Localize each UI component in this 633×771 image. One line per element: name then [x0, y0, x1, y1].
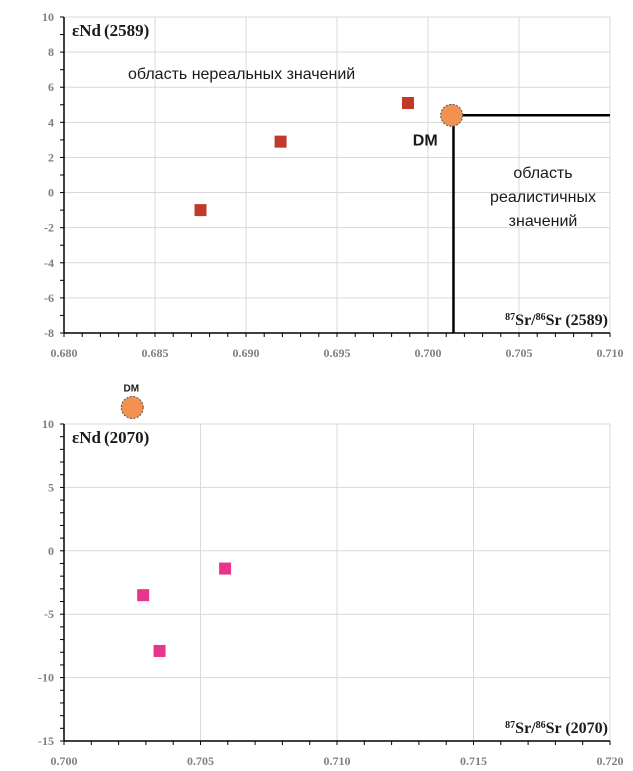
- data-point: [194, 204, 207, 217]
- x-tick-label: 0.715: [460, 754, 487, 768]
- dm-label: DM: [123, 384, 139, 395]
- y-tick-label: -5: [44, 607, 54, 621]
- x-axis-label: 87Sr/86Sr (2589): [505, 312, 608, 330]
- dm-label: DM: [413, 132, 438, 149]
- x-tick-label: 0.685: [142, 346, 169, 360]
- y-tick-label: 6: [48, 80, 54, 94]
- y-tick-label: 4: [48, 115, 54, 129]
- realistic-region-label: область: [513, 165, 572, 182]
- data-point: [153, 644, 166, 657]
- data-point: [219, 562, 232, 575]
- y-tick-label: -10: [38, 671, 54, 685]
- y-tick-label: 10: [42, 417, 54, 431]
- lower-scatter-panel: 0.700 0.705 0.710 0.715 0.720 -15 -10 -5 0 5 10 εNd…: [38, 384, 624, 768]
- y-tick-label: -2: [44, 221, 54, 235]
- x-tick-label: 0.695: [324, 346, 351, 360]
- y-tick-label: 10: [42, 10, 54, 24]
- dm-point: [120, 396, 144, 420]
- realistic-region-label: значений: [509, 213, 578, 230]
- y-axis-label: εNd (2070): [72, 428, 149, 447]
- y-tick-label: 2: [48, 150, 54, 164]
- y-tick-label: 8: [48, 45, 54, 59]
- x-tick-label: 0.680: [51, 346, 78, 360]
- y-tick-label: 5: [48, 480, 54, 494]
- data-point: [137, 589, 150, 602]
- x-tick-label: 0.700: [415, 346, 442, 360]
- y-tick-label: 0: [48, 544, 54, 558]
- y-axis-label: εNd (2589): [72, 21, 149, 40]
- x-tick-label: 0.720: [597, 754, 624, 768]
- x-tick-label: 0.700: [51, 754, 78, 768]
- unreal-region-label: область нереальных значений: [128, 66, 355, 83]
- x-tick-label: 0.705: [506, 346, 533, 360]
- data-point: [274, 135, 287, 148]
- y-tick-label: -6: [44, 291, 54, 305]
- x-tick-label: 0.710: [597, 346, 624, 360]
- realistic-region-label: реалистичных: [490, 189, 596, 206]
- data-point: [401, 97, 414, 110]
- x-tick-label: 0.690: [233, 346, 260, 360]
- x-axis-label: 87Sr/86Sr (2070): [505, 720, 608, 738]
- x-tick-label: 0.710: [324, 754, 351, 768]
- y-tick-label: -8: [44, 326, 54, 340]
- x-tick-label: 0.705: [187, 754, 214, 768]
- dm-point: [440, 103, 464, 127]
- upper-scatter-panel: 0.680 0.685 0.690 0.695 0.700 0.705 0.710 -8 -6 -…: [42, 10, 624, 360]
- y-tick-label: -4: [44, 256, 54, 270]
- y-tick-label: -15: [38, 734, 54, 748]
- y-tick-label: 0: [48, 186, 54, 200]
